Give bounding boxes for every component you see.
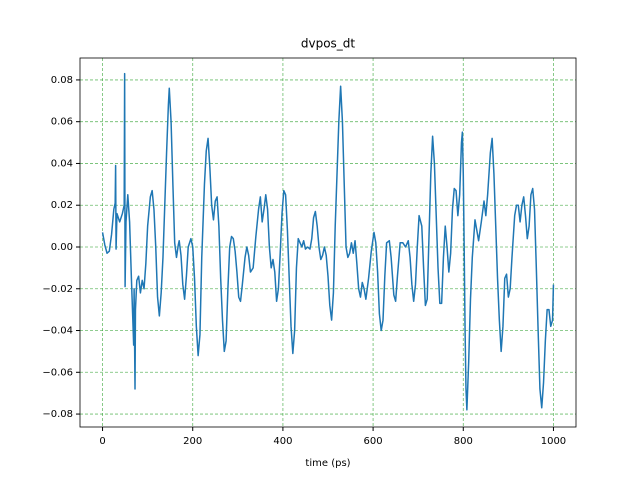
y-tick-label: 0.04 [51,158,73,169]
y-tick-label: −0.06 [42,367,73,378]
y-tick-label: −0.04 [42,326,73,337]
plot-frame [79,57,577,428]
x-axis-label: time (ps) [305,458,350,469]
x-tick-label: 600 [364,436,383,447]
x-tick-label: 1000 [541,436,566,447]
x-tick-label: 200 [183,436,202,447]
y-tick-label: 0.06 [51,117,73,128]
x-tick-label: 400 [273,436,292,447]
y-tick-label: 0.08 [51,75,73,86]
line-series [101,72,555,411]
y-tick-label: −0.08 [42,409,73,420]
y-tick-label: 0.00 [51,242,73,253]
y-tick-label: 0.02 [51,200,73,211]
x-tick-label: 0 [99,436,105,447]
y-tick-label: −0.02 [42,284,73,295]
x-tick-label: 800 [454,436,473,447]
chart-title: dvpos_dt [301,37,356,51]
